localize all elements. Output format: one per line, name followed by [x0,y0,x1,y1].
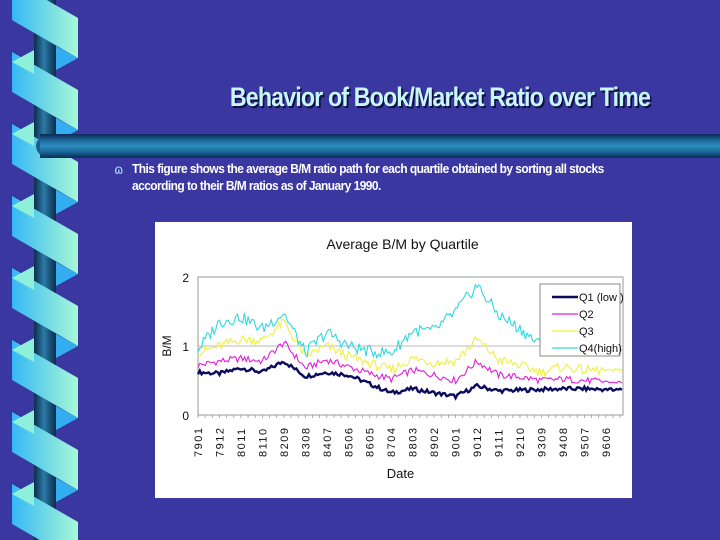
x-tick-label: 9408 [558,427,570,457]
legend-label: Q3 [579,326,594,338]
x-tick-label: 8704 [386,427,398,457]
x-tick-label: 8902 [429,427,441,457]
chart-container: Average B/M by Quartile 0 1 2 B/M Date 7901 791… [155,222,632,498]
x-tick-label: 9012 [472,427,484,457]
x-tick-label: 8506 [343,427,355,457]
y-tick-label: 1 [182,340,189,354]
x-tick-label: 8605 [365,427,377,457]
x-axis-label: Date [387,466,414,481]
x-tick-label: 9001 [451,427,463,457]
title-divider-bar [40,134,720,158]
y-axis-label: B/M [160,335,174,356]
chart-title: Average B/M by Quartile [326,236,478,252]
x-tick-label: 8308 [300,427,312,457]
y-tick-label: 2 [182,271,189,285]
x-tick-label: 9309 [536,427,548,457]
bullet-text-line-1: This figure shows the average B/M ratio … [132,161,604,176]
x-tick-label: 8803 [408,427,420,457]
legend-label: Q4(high) [579,343,622,355]
line-chart: Average B/M by Quartile 0 1 2 B/M Date 7901 791… [160,236,624,481]
x-tick-label: 9111 [494,428,506,457]
x-tick-label: 9606 [601,427,613,457]
legend-label: Q2 [579,309,594,321]
x-tick-label: 9210 [515,427,527,457]
bullet-text-line-2: according to their B/M ratios as of Janu… [132,178,381,193]
legend-label: Q1 (low ) [579,292,624,304]
x-tick-label: 8407 [322,427,334,457]
fleuron-bullet-icon: ɷ [114,163,124,178]
x-tick-label: 8110 [257,427,269,457]
x-tick-label: 8011 [236,427,248,457]
series-line-3 [197,317,623,378]
series-line-1 [196,360,623,401]
x-tick-label: 7901 [193,427,205,457]
x-tick-label: 8209 [279,427,291,457]
x-tick-label: 9507 [579,427,591,457]
y-tick-label: 0 [182,409,189,423]
x-tick-label: 7912 [214,427,226,457]
series-line-2 [197,340,623,386]
bullet-text: This figure shows the average B/M ratio … [132,160,647,194]
decorative-ribbon-pole [12,0,78,540]
slide-title: Behavior of Book/Market Ratio over Time [229,82,651,112]
